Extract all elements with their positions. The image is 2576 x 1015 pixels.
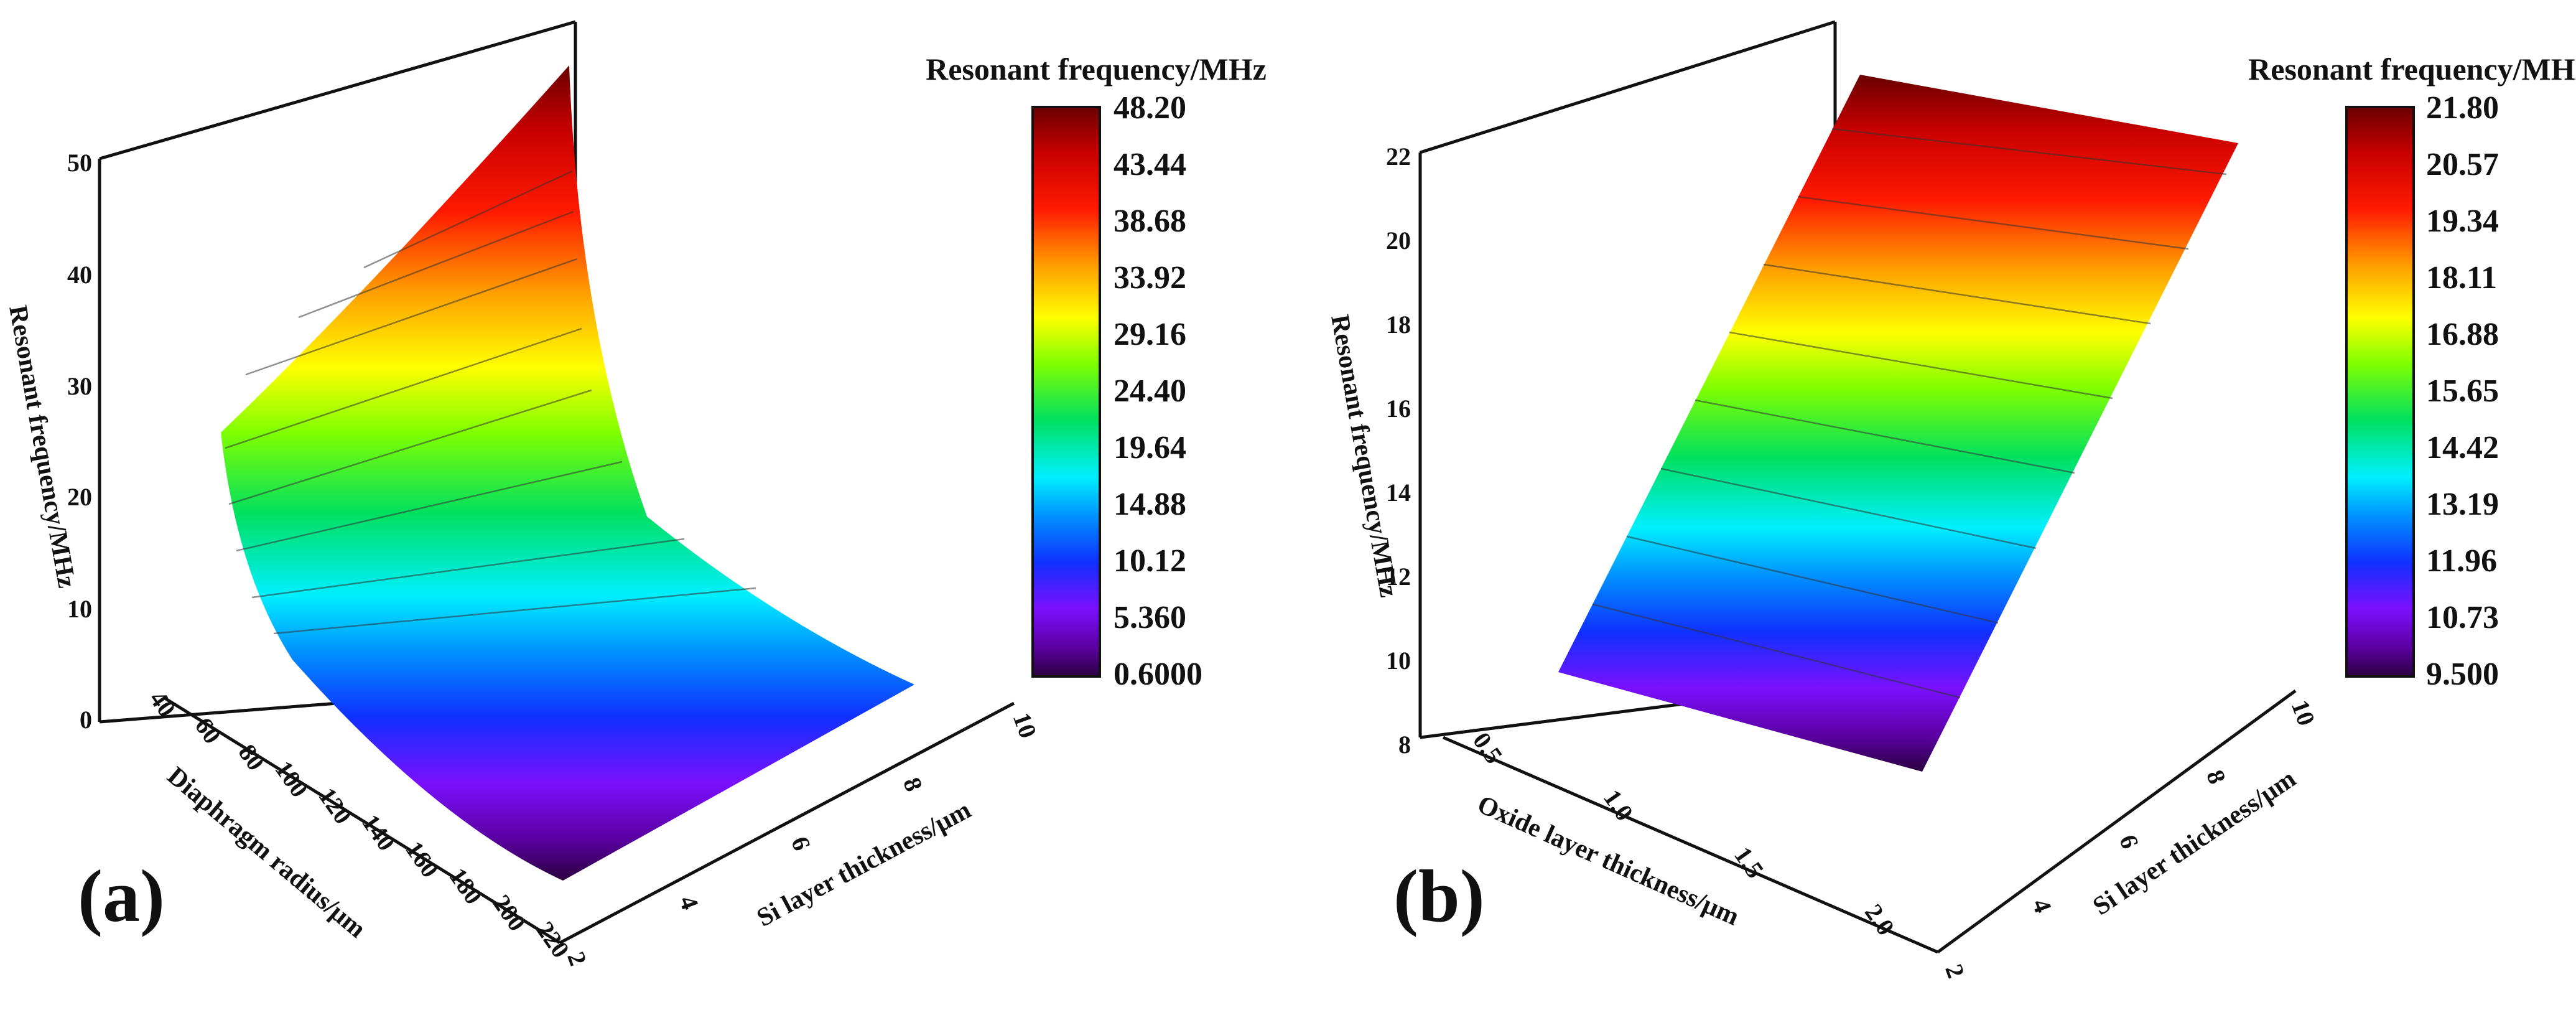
panel-a-colorbar-bar bbox=[1031, 106, 1101, 678]
panel-b-colorbar-tick: 13.19 bbox=[2426, 487, 2499, 522]
panel-b-colorbar-tick: 20.57 bbox=[2426, 147, 2499, 182]
panel-a-y-tick: 8 bbox=[898, 774, 928, 795]
panel-b-y-tick: 6 bbox=[2114, 831, 2144, 852]
panel-b-colorbar-title: Resonant frequency/MHz bbox=[2248, 52, 2576, 87]
panel-b-z-tick: 10 bbox=[1386, 647, 1411, 675]
panel-a-y-axis-title: Si layer thickness/μm bbox=[752, 795, 975, 932]
panel-a-colorbar-tick: 24.40 bbox=[1114, 373, 1186, 409]
panel-a-x-tick: 180 bbox=[444, 863, 488, 909]
panel-a-x-tick: 160 bbox=[400, 836, 444, 882]
panel-a-x-tick: 100 bbox=[269, 755, 314, 802]
panel-a-z-tick: 0 bbox=[80, 706, 92, 734]
panel-b-z-axis-title: Resonant frequency/MHz bbox=[1325, 312, 1403, 599]
panel-a-colorbar: Resonant frequency/MHz 48.20 43.44 38.68… bbox=[926, 52, 1267, 692]
panel-b-surface-fill bbox=[1558, 75, 2238, 772]
panel-a-z-tick: 10 bbox=[67, 595, 92, 623]
panel-b-colorbar: Resonant frequency/MHz 21.80 20.57 19.34… bbox=[2248, 52, 2576, 692]
panel-a-colorbar-tick: 19.64 bbox=[1114, 430, 1186, 465]
panel-a-colorbar-tick: 29.16 bbox=[1114, 317, 1186, 352]
panel-a-x-tick: 200 bbox=[487, 889, 531, 936]
panel-b-colorbar-tick: 9.500 bbox=[2426, 657, 2499, 692]
panel-a-x-tick: 140 bbox=[356, 809, 401, 856]
panel-a-z-tick: 50 bbox=[67, 149, 92, 177]
panel-b-y-tick: 4 bbox=[2027, 895, 2057, 916]
panel-a-contour-lines bbox=[225, 170, 756, 635]
panel-a-colorbar-title: Resonant frequency/MHz bbox=[926, 52, 1267, 87]
panel-a-colorbar-tick: 10.12 bbox=[1114, 543, 1186, 579]
panel-a-colorbar-tick: 38.68 bbox=[1114, 203, 1186, 239]
panel-a-colorbar-tick: 33.92 bbox=[1114, 260, 1186, 296]
panel-b: 8 10 12 14 16 18 20 22 Resonant frequenc… bbox=[1325, 20, 2576, 982]
panel-b-y-axis: 2 4 6 8 10 Si layer thickness/μm bbox=[1940, 696, 2321, 982]
panel-b-top-back-edge bbox=[1420, 20, 1836, 154]
panel-b-y-tick: 8 bbox=[2201, 766, 2231, 787]
panel-a-colorbar-tick: 48.20 bbox=[1114, 90, 1186, 126]
panel-b-z-tick: 20 bbox=[1386, 227, 1411, 255]
panel-a-colorbar-tick: 14.88 bbox=[1114, 487, 1186, 522]
panel-b-colorbar-tick: 11.96 bbox=[2426, 543, 2497, 579]
panel-a-z-tick: 40 bbox=[67, 261, 92, 289]
panel-b-y-tick: 2 bbox=[1940, 960, 1970, 981]
panel-a-surface bbox=[221, 65, 914, 881]
panel-b-contour-lines bbox=[1592, 128, 2227, 699]
panel-b-colorbar-tick: 19.34 bbox=[2426, 203, 2499, 239]
panel-a-y-tick: 4 bbox=[674, 892, 704, 913]
panel-b-z-axis: 8 10 12 14 16 18 20 22 Resonant frequenc… bbox=[1325, 143, 1411, 759]
panel-b-z-tick: 8 bbox=[1398, 731, 1411, 759]
panel-a-thickness-axis-line bbox=[559, 701, 1015, 945]
panel-b-colorbar-tick: 15.65 bbox=[2426, 373, 2499, 409]
panel-a-z-axis-title: Resonant frequency/MHz bbox=[3, 303, 81, 590]
panel-b-colorbar-tick: 18.11 bbox=[2426, 260, 2497, 296]
panel-b-label: (b) bbox=[1393, 854, 1485, 937]
panel-a-radius-axis-line bbox=[164, 696, 561, 945]
panel-b-y-tick: 10 bbox=[2286, 696, 2321, 729]
panel-b-z-tick: 12 bbox=[1386, 563, 1411, 591]
panel-b-z-tick: 22 bbox=[1386, 143, 1411, 171]
panel-a-y-tick: 6 bbox=[786, 833, 816, 854]
panel-b-z-tick: 14 bbox=[1386, 479, 1411, 507]
panel-a-z-tick: 30 bbox=[67, 372, 92, 400]
panel-a: 0 10 20 30 40 50 Resonant frequency/MHz … bbox=[3, 20, 1267, 969]
panel-b-colorbar-tick: 21.80 bbox=[2426, 90, 2499, 126]
panel-a-z-tick: 20 bbox=[67, 483, 92, 511]
panel-b-colorbar-tick: 16.88 bbox=[2426, 317, 2499, 352]
panel-a-colorbar-tick: 5.360 bbox=[1114, 600, 1186, 635]
panel-b-surface bbox=[1558, 75, 2238, 772]
panel-a-label: (a) bbox=[78, 854, 165, 937]
panel-a-colorbar-tick: 0.6000 bbox=[1114, 657, 1202, 692]
panel-a-x-tick: 120 bbox=[313, 782, 357, 829]
panel-b-colorbar-tick: 10.73 bbox=[2426, 600, 2499, 635]
panel-a-colorbar-tick: 43.44 bbox=[1114, 147, 1186, 182]
panel-b-z-tick: 16 bbox=[1386, 395, 1411, 423]
panel-b-thickness-axis-line bbox=[1937, 689, 2297, 954]
panel-b-z-tick: 18 bbox=[1386, 311, 1411, 339]
panel-a-y-tick: 10 bbox=[1008, 709, 1043, 742]
panel-a-top-back-edge bbox=[99, 20, 576, 161]
panel-b-colorbar-tick: 14.42 bbox=[2426, 430, 2499, 465]
panel-b-colorbar-bar bbox=[2345, 106, 2415, 678]
panel-b-oxide-axis-line bbox=[1443, 736, 1938, 954]
panel-a-z-axis: 0 10 20 30 40 50 Resonant frequency/MHz bbox=[3, 149, 92, 734]
panel-a-surface-fill bbox=[221, 65, 914, 881]
